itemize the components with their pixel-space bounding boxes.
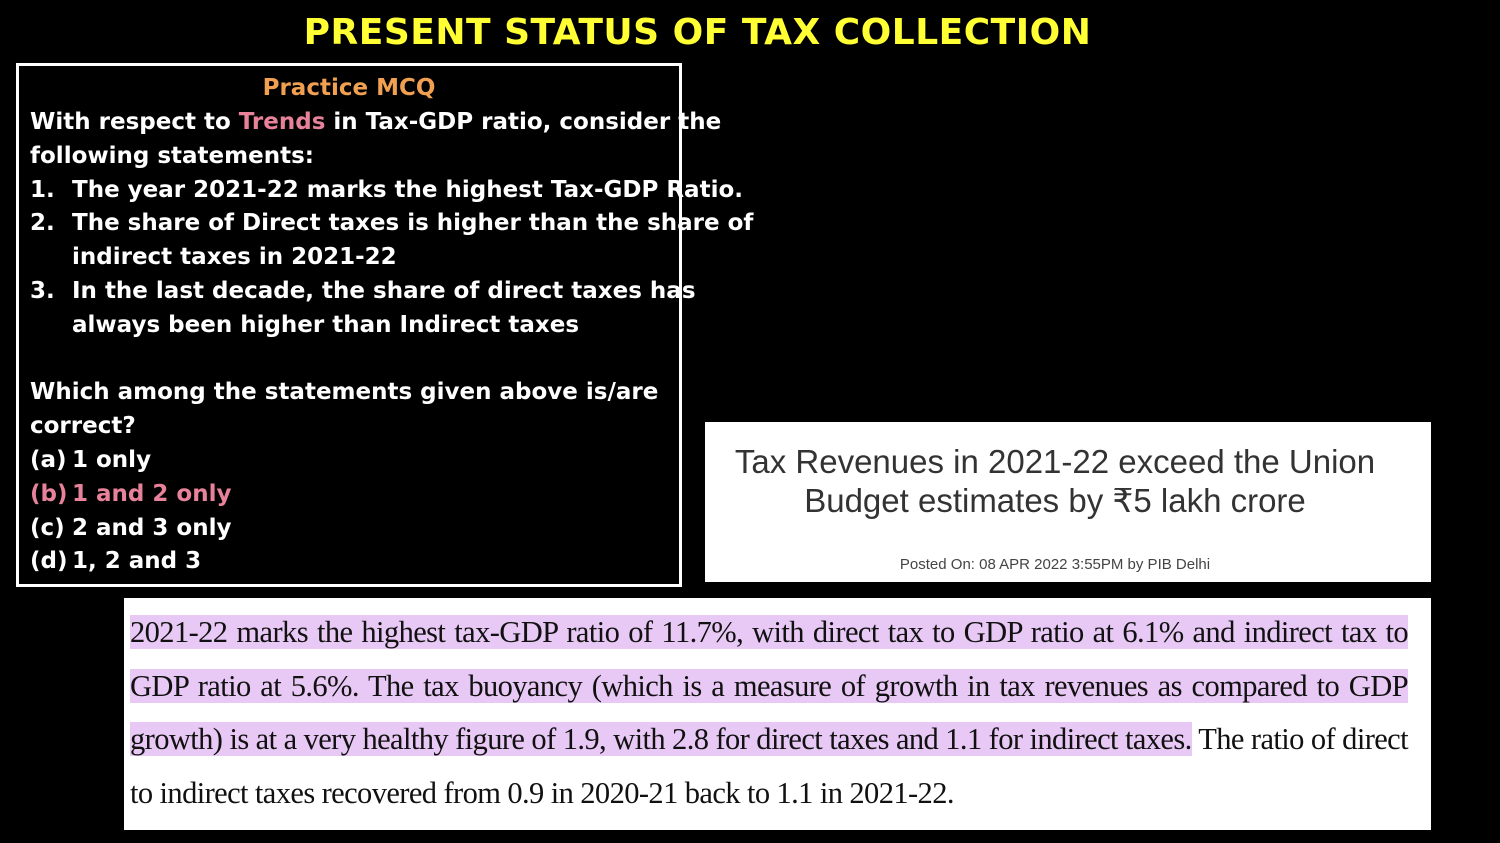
option-a: (a) 1 only — [30, 444, 675, 478]
statement-text: always been higher than Indirect taxes — [72, 311, 580, 338]
pib-headline-line2: Budget estimates by ₹5 lakh crore — [804, 482, 1306, 519]
statement-text: In the last decade, the share of direct … — [72, 277, 696, 304]
mcq-intro-line2: following statements: — [30, 142, 314, 169]
option-label: (c) — [30, 514, 65, 541]
question-line1: Which among the statements given above i… — [30, 379, 659, 406]
intro-highlight: Trends — [238, 109, 326, 135]
excerpt-highlighted-text: 2021-22 marks the highest tax-GDP ratio … — [130, 615, 1409, 756]
mcq-intro: With respect to Trends in Tax-GDP ratio,… — [30, 106, 721, 140]
option-b-correct: (b) 1 and 2 only — [30, 478, 675, 512]
statement-number: 3. — [30, 277, 55, 304]
pib-release-card: Tax Revenues in 2021-22 exceed the Union… — [705, 422, 1431, 582]
pib-headline-line1: Tax Revenues in 2021-22 exceed the Union — [734, 443, 1376, 480]
pib-headline: Tax Revenues in 2021-22 exceed the Union… — [705, 442, 1405, 520]
statement-2: 2. The share of Direct taxes is higher t… — [30, 207, 753, 275]
mcq-heading: Practice MCQ — [262, 75, 436, 101]
statement-text: indirect taxes in 2021-22 — [72, 244, 397, 271]
question-line2: correct? — [30, 413, 136, 440]
option-text: 2 and 3 only — [72, 514, 232, 541]
option-label: (b) — [30, 480, 68, 507]
intro-post: in Tax-GDP ratio, consider the — [325, 109, 722, 135]
page-title: PRESENT STATUS OF TAX COLLECTION — [303, 12, 1092, 53]
statement-number: 1. — [30, 176, 55, 203]
option-d: (d) 1, 2 and 3 — [30, 545, 675, 579]
report-excerpt: 2021-22 marks the highest tax-GDP ratio … — [124, 598, 1431, 830]
statement-text: The share of Direct taxes is higher than… — [72, 210, 754, 237]
option-text: 1 and 2 only — [72, 480, 232, 507]
excerpt-text: 2021-22 marks the highest tax-GDP ratio … — [130, 606, 1409, 820]
practice-mcq-box: Practice MCQ With respect to Trends in T… — [16, 63, 753, 587]
option-label: (a) — [30, 446, 67, 473]
statement-1: 1. The year 2021-22 marks the highest Ta… — [30, 174, 743, 208]
spacer — [30, 343, 675, 377]
pib-posted-date: Posted On: 08 APR 2022 3:55PM by PIB Del… — [899, 556, 1211, 573]
statement-number: 2. — [30, 210, 55, 237]
option-c: (c) 2 and 3 only — [30, 512, 675, 546]
intro-pre: With respect to — [30, 109, 239, 135]
option-text: 1, 2 and 3 — [72, 548, 202, 575]
statement-3: 3. In the last decade, the share of dire… — [30, 275, 696, 343]
mcq-body: With respect to Trends in Tax-GDP ratio,… — [30, 106, 753, 579]
option-label: (d) — [30, 548, 68, 575]
excerpt-rest-text: The ratio of direct to indirect taxes re… — [130, 722, 1409, 810]
statement-text: The year 2021-22 marks the highest Tax-G… — [72, 176, 743, 203]
option-text: 1 only — [72, 446, 152, 473]
